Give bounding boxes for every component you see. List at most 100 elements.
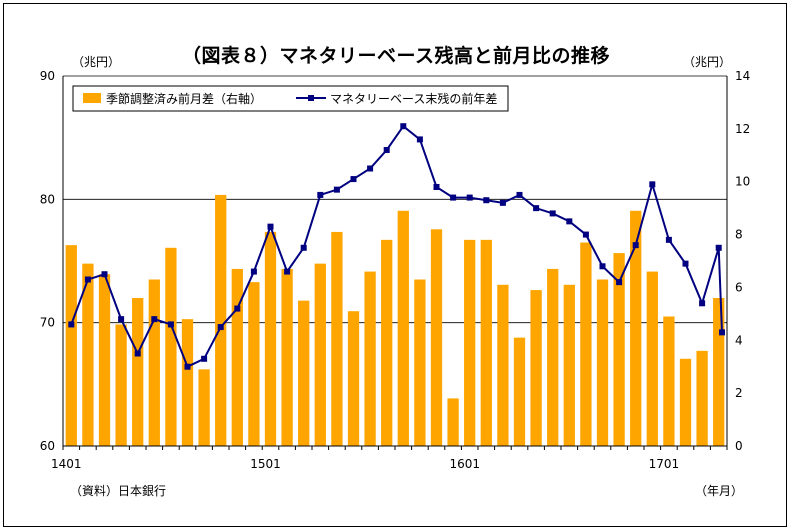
bar	[397, 210, 409, 446]
bar	[547, 268, 559, 446]
line-marker	[317, 191, 324, 198]
right-tick-label: 2	[735, 386, 743, 400]
right-tick-label: 4	[735, 333, 743, 347]
line-marker	[134, 350, 141, 357]
x-tick-label: 1501	[250, 457, 281, 471]
bar	[364, 271, 376, 446]
line-series	[68, 123, 725, 370]
line-marker	[267, 223, 274, 230]
bar	[613, 253, 625, 446]
bar	[464, 239, 476, 446]
bar	[530, 290, 542, 446]
source-note: （資料）日本銀行	[70, 484, 167, 498]
bar	[231, 268, 243, 446]
bar	[132, 298, 144, 446]
bar	[646, 271, 658, 446]
bar	[98, 274, 111, 446]
right-axis-unit: （兆円）	[683, 55, 732, 69]
legend-line-marker	[308, 95, 314, 101]
left-tick-label: 70	[40, 316, 55, 330]
bar	[513, 337, 526, 446]
line-marker	[516, 191, 523, 198]
legend-box	[72, 85, 509, 112]
line-marker	[217, 324, 224, 331]
line-marker	[433, 184, 440, 190]
line-marker	[400, 123, 407, 130]
right-tick-label: 10	[735, 175, 750, 189]
line-marker	[715, 244, 722, 251]
bar	[115, 324, 127, 446]
bar	[497, 284, 509, 446]
tick-labels: 60 70 80 90 0 2 4 6 8 10 12 14 1401 1501 1601 1701	[40, 69, 751, 471]
right-tick-label: 0	[735, 439, 743, 453]
bar	[480, 239, 492, 446]
line-marker	[682, 260, 689, 267]
bar	[298, 300, 310, 446]
bar	[347, 311, 360, 446]
bar	[596, 279, 609, 446]
legend-bar-label: 季節調整済み前月差（右軸）	[106, 91, 262, 106]
line-marker	[234, 305, 241, 312]
line-marker	[201, 355, 208, 362]
line-marker	[333, 186, 340, 193]
bar	[65, 245, 77, 446]
line-marker	[184, 363, 191, 370]
line-marker	[250, 268, 257, 275]
bar	[82, 263, 94, 446]
line-marker	[549, 210, 556, 217]
line-marker	[118, 316, 125, 323]
left-axis-unit: （兆円）	[72, 55, 121, 69]
line-marker	[582, 231, 589, 238]
right-tick-label: 8	[735, 228, 743, 242]
bar	[198, 369, 210, 446]
bar	[148, 279, 160, 446]
bar	[679, 358, 692, 446]
grid-lines	[63, 75, 727, 324]
left-tick-label: 80	[40, 192, 55, 206]
line-marker	[84, 276, 91, 283]
line-marker	[632, 242, 639, 249]
line-marker	[350, 176, 357, 183]
legend-bar-swatch	[83, 93, 101, 103]
line-marker	[719, 329, 725, 336]
line-marker	[450, 194, 457, 201]
line-marker	[665, 236, 672, 243]
bar	[331, 231, 343, 446]
bar	[381, 239, 393, 446]
line-marker	[167, 321, 174, 328]
line-marker	[466, 194, 473, 201]
line-marker	[101, 271, 108, 278]
line-marker	[300, 244, 307, 251]
left-tick-label: 60	[40, 439, 55, 453]
legend-line-label: マネタリーベース末残の前年差	[330, 91, 497, 106]
bar	[314, 263, 326, 446]
bar-series	[65, 194, 725, 446]
line-marker	[566, 218, 573, 225]
right-tick-label: 6	[735, 280, 743, 294]
bar	[264, 231, 277, 446]
right-tick-label: 14	[735, 69, 750, 83]
line-marker	[367, 165, 374, 172]
line-marker	[533, 205, 540, 212]
line-marker	[616, 279, 623, 286]
bar	[248, 282, 260, 446]
x-axis-unit: （年月）	[695, 484, 744, 498]
legend: 季節調整済み前月差（右軸） マネタリーベース末残の前年差	[72, 85, 509, 112]
line-marker	[483, 197, 490, 204]
chart-frame	[3, 3, 787, 527]
line-marker	[499, 199, 506, 206]
bar	[580, 242, 592, 446]
line-marker	[416, 136, 423, 143]
bar	[181, 319, 194, 446]
axes	[62, 76, 728, 450]
bar	[165, 247, 177, 446]
bar	[630, 210, 642, 446]
bar	[281, 268, 293, 446]
line-marker	[599, 263, 606, 270]
line-marker	[699, 300, 706, 307]
x-tick-label: 1401	[51, 457, 82, 471]
line-marker	[649, 181, 656, 188]
line-marker	[284, 268, 291, 275]
x-tick-label: 1701	[649, 457, 680, 471]
